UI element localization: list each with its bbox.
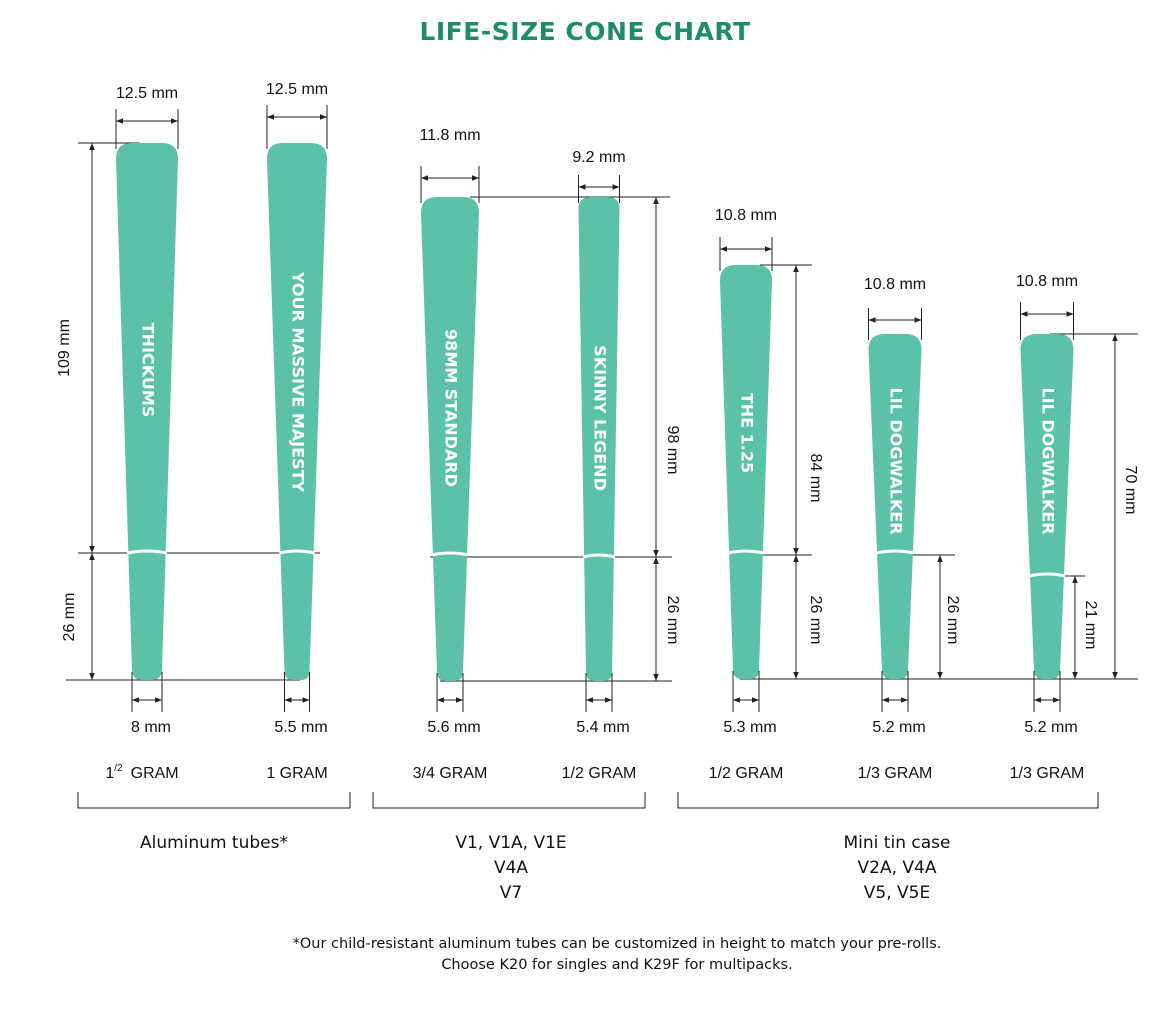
- height-label: 26 mm: [944, 596, 961, 645]
- cone-name: LIL DOGWALKER: [887, 387, 906, 534]
- cone: [720, 265, 772, 679]
- weight: 1/2 GRAM: [105, 763, 178, 783]
- height-label: 26 mm: [61, 593, 78, 642]
- weight: 1/2 GRAM: [709, 765, 784, 782]
- top-width: 9.2 mm: [572, 149, 625, 166]
- cone-name: YOUR MASSIVE MAJESTY: [289, 271, 308, 493]
- footnote: *Our child-resistant aluminum tubes can …: [293, 936, 942, 952]
- cone-band: [126, 549, 168, 555]
- group-line: Mini tin case: [844, 833, 951, 853]
- weight-fraction: /2: [114, 763, 123, 774]
- cone-name: 98MM STANDARD: [442, 329, 461, 487]
- height-label: 70 mm: [1122, 466, 1139, 515]
- top-width: 12.5 mm: [266, 81, 328, 98]
- weight: 1/3 GRAM: [858, 765, 933, 782]
- weight: 3/4 GRAM: [413, 765, 488, 782]
- cone-band: [431, 551, 469, 557]
- cone: [1020, 334, 1074, 679]
- bottom-width: 5.6 mm: [427, 719, 480, 736]
- group-line: Aluminum tubes*: [140, 833, 288, 853]
- bottom-width: 5.2 mm: [872, 719, 925, 736]
- cone: [421, 197, 479, 681]
- cone-name: SKINNY LEGEND: [591, 345, 610, 491]
- cone-name: THE 1.25: [738, 393, 757, 473]
- bottom-width: 8 mm: [131, 719, 171, 736]
- top-width: 11.8 mm: [419, 127, 480, 144]
- cone: [267, 143, 327, 680]
- weight-unit: GRAM: [131, 765, 179, 782]
- group-line: V1, V1A, V1E: [455, 833, 566, 853]
- top-width: 10.8 mm: [715, 207, 777, 224]
- cone: [578, 197, 620, 681]
- height-label: 26 mm: [807, 596, 824, 645]
- cone: [868, 334, 922, 679]
- bottom-width: 5.5 mm: [274, 719, 327, 736]
- weight: 1/3 GRAM: [1010, 765, 1085, 782]
- height-label: 98 mm: [664, 426, 681, 475]
- weight-whole: 1: [105, 765, 114, 782]
- height-label: 109 mm: [56, 319, 73, 377]
- weight: 1/2 GRAM: [562, 765, 637, 782]
- bottom-width: 5.4 mm: [576, 719, 629, 736]
- cone-band: [582, 553, 616, 559]
- group-line: V5, V5E: [864, 883, 930, 903]
- height-label: 26 mm: [664, 596, 681, 645]
- title: LIFE-SIZE CONE CHART: [419, 17, 750, 46]
- dimension-lines: [66, 142, 1138, 809]
- bottom-width: 5.3 mm: [723, 719, 776, 736]
- group-line: V4A: [494, 858, 528, 878]
- group-line: V7: [500, 883, 522, 903]
- cone-band: [727, 549, 765, 555]
- cone-name: THICKUMS: [139, 323, 158, 418]
- cone-name: LIL DOGWALKER: [1039, 387, 1058, 534]
- top-width: 12.5 mm: [116, 85, 178, 102]
- bottom-width: 5.2 mm: [1024, 719, 1077, 736]
- footnote: Choose K20 for singles and K29F for mult…: [441, 957, 792, 973]
- height-label: 84 mm: [807, 454, 824, 503]
- group-line: V2A, V4A: [858, 858, 937, 878]
- top-width: 10.8 mm: [864, 276, 926, 293]
- cone-band: [279, 549, 315, 555]
- height-label: 21 mm: [1082, 601, 1099, 650]
- cone-band: [875, 549, 915, 555]
- cone: [116, 143, 178, 680]
- top-width: 10.8 mm: [1016, 273, 1078, 290]
- cone-band: [1028, 572, 1066, 578]
- weight: 1 GRAM: [266, 765, 327, 782]
